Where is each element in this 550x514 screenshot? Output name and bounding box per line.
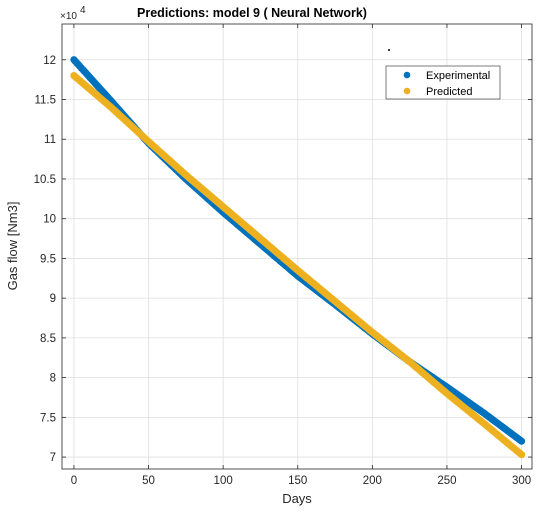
series-predicted [70, 72, 526, 459]
x-tick-label: 100 [214, 475, 233, 487]
data-point [517, 451, 526, 459]
y-tick-label: 12 [43, 55, 56, 67]
y-tick-label: 9 [50, 293, 56, 305]
grid [62, 24, 532, 469]
y-tick-label: 10.5 [34, 174, 56, 186]
data-point [517, 437, 526, 445]
x-tick-label: 250 [437, 475, 456, 487]
y-tick-label: 11.5 [34, 94, 56, 106]
y-tick-label: 9.5 [40, 253, 56, 265]
series-layer [70, 56, 526, 459]
stray-dot [388, 49, 390, 51]
y-tick-label: 11 [44, 134, 56, 146]
y-exponent-base: ×10 [60, 11, 77, 22]
legend-marker-predicted [403, 87, 411, 95]
plot-frame [61, 23, 533, 470]
x-tick-label: 150 [288, 475, 307, 487]
y-axis-label: Gas flow [Nm3] [5, 202, 20, 291]
legend-label-predicted: Predicted [426, 86, 472, 98]
axes [61, 23, 533, 470]
y-tick-label: 7 [50, 452, 56, 464]
legend: Experimental Predicted [385, 65, 501, 100]
x-tick-label: 300 [512, 475, 531, 487]
x-tick-label: 50 [142, 475, 155, 487]
y-tick-label: 8 [50, 373, 56, 385]
y-tick-label: 8.5 [40, 333, 56, 345]
legend-marker-experimental [403, 71, 411, 79]
x-tick-label: 0 [71, 475, 77, 487]
legend-label-experimental: Experimental [426, 70, 490, 82]
chart-title: Predictions: model 9 ( Neural Network) [137, 6, 367, 20]
y-tick-label: 10 [43, 214, 56, 226]
x-axis-label: Days [282, 491, 312, 506]
y-tick-label: 7.5 [40, 412, 56, 424]
y-exponent-power: 4 [80, 5, 86, 16]
x-tick-label: 200 [363, 475, 382, 487]
tick-labels: 0 50 100 150 200 250 300 7 7.5 8 8.5 9 9.5 10 10.5 11 11… [34, 55, 532, 487]
